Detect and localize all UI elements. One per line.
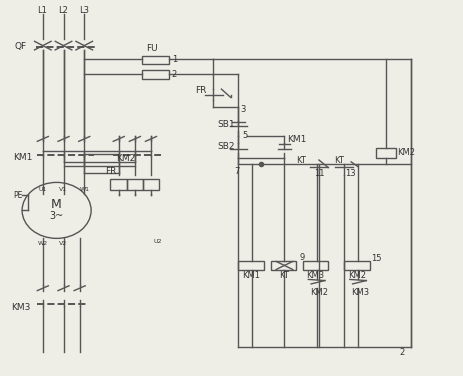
Text: KM3: KM3	[351, 288, 369, 297]
Bar	[344, 261, 369, 270]
Text: KM3: KM3	[307, 271, 325, 280]
Text: 2: 2	[172, 70, 177, 79]
Text: 1: 1	[172, 55, 177, 64]
Text: SB2: SB2	[218, 143, 235, 152]
Text: 3: 3	[241, 105, 246, 114]
Bar	[303, 261, 328, 270]
Text: FU: FU	[146, 44, 158, 53]
Text: QF: QF	[14, 42, 26, 51]
Text: 3~: 3~	[50, 211, 64, 221]
Bar	[142, 70, 169, 79]
Text: 9: 9	[300, 253, 305, 262]
Text: L3: L3	[79, 6, 89, 15]
Text: KM1: KM1	[13, 153, 32, 162]
Text: KM2: KM2	[348, 271, 366, 280]
Text: 2: 2	[400, 348, 405, 357]
Bar	[270, 261, 296, 270]
Text: KM1: KM1	[287, 135, 306, 144]
Text: KM2: KM2	[397, 148, 415, 157]
Text: 15: 15	[371, 255, 382, 264]
Bar	[111, 179, 127, 190]
Text: W1: W1	[80, 187, 90, 193]
Bar	[238, 261, 264, 270]
Text: V1: V1	[59, 187, 67, 193]
Text: SB1: SB1	[218, 120, 235, 129]
Text: 13: 13	[345, 168, 356, 177]
Text: KT: KT	[296, 156, 306, 165]
Bar	[142, 56, 169, 64]
Text: 11: 11	[314, 168, 325, 177]
Text: V2: V2	[59, 241, 67, 247]
Text: PE: PE	[13, 191, 22, 200]
Text: L1: L1	[38, 6, 47, 15]
Bar	[143, 179, 159, 190]
Text: 7: 7	[234, 167, 239, 176]
Text: FR: FR	[194, 86, 206, 96]
Text: KM2: KM2	[310, 288, 328, 297]
Text: KT: KT	[279, 271, 289, 280]
Text: KM3: KM3	[12, 303, 31, 312]
Text: L2: L2	[58, 6, 68, 15]
Text: U2: U2	[153, 239, 162, 244]
Text: U1: U1	[38, 187, 47, 193]
Text: FR: FR	[105, 167, 116, 176]
Text: KM2: KM2	[116, 154, 136, 163]
Text: M: M	[51, 198, 62, 211]
Text: KM1: KM1	[242, 271, 260, 280]
Text: W2: W2	[38, 241, 48, 247]
Bar	[375, 148, 396, 158]
Bar	[126, 179, 143, 190]
Text: KT: KT	[334, 156, 344, 165]
Text: 5: 5	[242, 131, 247, 140]
